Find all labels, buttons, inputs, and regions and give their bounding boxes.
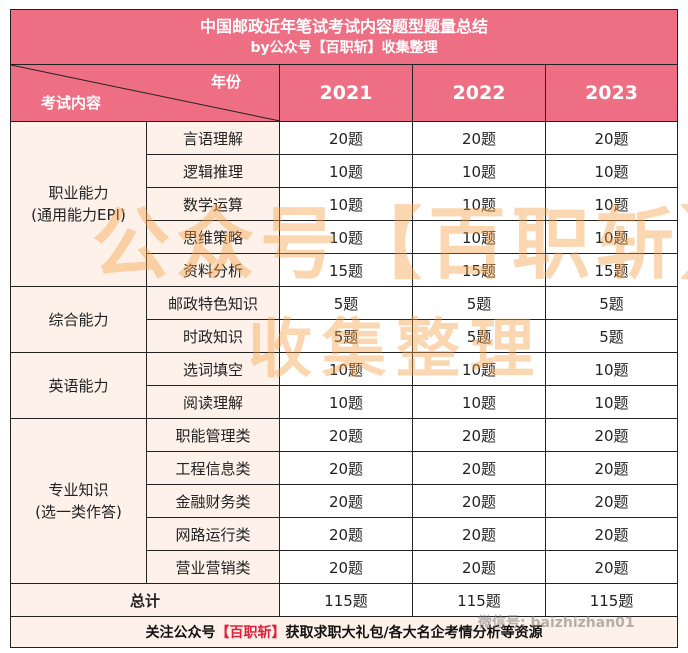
count-cell-2021: 10题 [279, 187, 413, 221]
count-cell-2023: 20题 [544, 418, 679, 452]
count-cell-2022: 20题 [412, 418, 546, 452]
subject-cell: 言语理解 [146, 121, 280, 155]
count-cell-2022: 20题 [412, 121, 546, 155]
count-cell-2022: 20题 [412, 451, 546, 485]
total-label: 总计 [10, 583, 280, 617]
count-cell-2023: 10题 [544, 154, 679, 188]
footer-highlight: 【百职斩】 [215, 625, 286, 641]
count-cell-2021: 15题 [279, 253, 413, 287]
count-cell-2021: 20题 [279, 418, 413, 452]
count-cell-2021: 20题 [279, 484, 413, 518]
table-row: 资料分析 15题 15题 15题 [11, 253, 679, 287]
category-cell: 专业知识 (选一类作答) [10, 418, 147, 584]
count-cell-2023: 20题 [544, 517, 679, 551]
table-row: 数学运算 10题 10题 10题 [11, 187, 679, 221]
subject-cell: 思维策略 [146, 220, 280, 254]
footer-pre: 关注公众号 [145, 625, 216, 641]
count-cell-2023: 10题 [544, 220, 679, 254]
subject-cell: 阅读理解 [146, 385, 280, 419]
table-row: 时政知识 5题 5题 5题 [11, 319, 679, 353]
year-header-label: 年份 [210, 73, 241, 91]
footer-row: 关注公众号【百职斩】获取求职大礼包/各大名企考情分析等资源 [9, 616, 679, 648]
year-header-2021: 2021 [279, 64, 413, 122]
content-header-label: 考试内容 [41, 94, 102, 112]
subject-cell: 数学运算 [146, 187, 280, 221]
exam-summary-table: 中国邮政近年笔试考试内容题型题量总结 by公众号【百职斩】收集整理 年份 考试内… [9, 9, 679, 648]
title-main: 中国邮政近年笔试考试内容题型题量总结 [200, 17, 489, 36]
category-cell: 综合能力 [10, 286, 147, 353]
subject-cell: 工程信息类 [146, 451, 280, 485]
count-cell-2022: 10题 [412, 187, 546, 221]
table-row: 网路运行类 20题 20题 20题 [11, 517, 679, 551]
subject-cell: 营业营销类 [146, 550, 280, 584]
count-cell-2021: 20题 [279, 550, 413, 584]
count-cell-2021: 20题 [279, 121, 413, 155]
diagonal-line [11, 65, 279, 121]
count-cell-2022: 15题 [412, 253, 546, 287]
category-cell: 英语能力 [10, 352, 147, 419]
count-cell-2022: 5题 [412, 286, 546, 320]
subject-cell: 时政知识 [146, 319, 280, 353]
table-row: 金融财务类 20题 20题 20题 [11, 484, 679, 518]
subject-cell: 职能管理类 [146, 418, 280, 452]
table-row: 营业营销类 20题 20题 20题 [11, 550, 679, 584]
count-cell-2023: 5题 [544, 319, 679, 353]
count-cell-2023: 15题 [544, 253, 679, 287]
count-cell-2021: 10题 [279, 352, 413, 386]
count-cell-2023: 20题 [544, 451, 679, 485]
table-row: 综合能力 邮政特色知识 5题 5题 5题 [10, 286, 679, 353]
total-2022: 115题 [412, 583, 546, 617]
count-cell-2021: 20题 [279, 517, 413, 551]
count-cell-2023: 10题 [544, 352, 679, 386]
count-cell-2023: 20题 [544, 484, 679, 518]
count-cell-2021: 10题 [279, 154, 413, 188]
header-diagonal-cell: 年份 考试内容 [10, 64, 280, 122]
table-row: 英语能力 选词填空 10题 10题 10题 [10, 352, 679, 419]
count-cell-2023: 10题 [544, 385, 679, 419]
total-2023: 115题 [544, 583, 679, 617]
category-cell: 职业能力 (通用能力EPI) [10, 121, 147, 287]
subject-cell: 邮政特色知识 [146, 286, 280, 320]
subject-cell: 资料分析 [146, 253, 280, 287]
year-header-2022: 2022 [412, 64, 546, 122]
count-cell-2022: 20题 [412, 484, 546, 518]
footer-note: 关注公众号【百职斩】获取求职大礼包/各大名企考情分析等资源 [9, 616, 679, 648]
title-credit: by公众号【百职斩】收集整理 [250, 40, 438, 56]
total-2021: 115题 [279, 583, 413, 617]
count-cell-2022: 10题 [412, 385, 546, 419]
year-header-2023: 2023 [544, 64, 679, 122]
count-cell-2022: 5题 [412, 319, 546, 353]
total-row: 总计 115题 115题 115题 [10, 583, 679, 617]
footer-post: 获取求职大礼包/各大名企考情分析等资源 [285, 625, 543, 641]
count-cell-2023: 20题 [544, 121, 679, 155]
count-cell-2021: 10题 [279, 220, 413, 254]
subject-cell: 逻辑推理 [146, 154, 280, 188]
count-cell-2022: 20题 [412, 517, 546, 551]
subject-cell: 金融财务类 [146, 484, 280, 518]
table-row: 阅读理解 10题 10题 10题 [11, 385, 679, 419]
count-cell-2022: 10题 [412, 220, 546, 254]
count-cell-2023: 10题 [544, 187, 679, 221]
count-cell-2022: 10题 [412, 154, 546, 188]
table-title: 中国邮政近年笔试考试内容题型题量总结 by公众号【百职斩】收集整理 [9, 9, 679, 65]
count-cell-2023: 5题 [544, 286, 679, 320]
count-cell-2021: 5题 [279, 319, 413, 353]
count-cell-2022: 10题 [412, 352, 546, 386]
subject-cell: 网路运行类 [146, 517, 280, 551]
count-cell-2022: 20题 [412, 550, 546, 584]
count-cell-2021: 20题 [279, 451, 413, 485]
count-cell-2023: 20题 [544, 550, 679, 584]
table-row: 职业能力 (通用能力EPI) 言语理解 20题 20题 20题 [10, 121, 679, 287]
count-cell-2021: 5题 [279, 286, 413, 320]
count-cell-2021: 10题 [279, 385, 413, 419]
table-row: 专业知识 (选一类作答) 职能管理类 20题 20题 20题 [10, 418, 679, 584]
table-body: 职业能力 (通用能力EPI) 言语理解 20题 20题 20题 逻辑推理 10题 10题 10题… [10, 121, 679, 584]
summary-table-container: 中国邮政近年笔试考试内容题型题量总结 by公众号【百职斩】收集整理 年份 考试内… [9, 9, 679, 648]
subject-cell: 选词填空 [146, 352, 280, 386]
